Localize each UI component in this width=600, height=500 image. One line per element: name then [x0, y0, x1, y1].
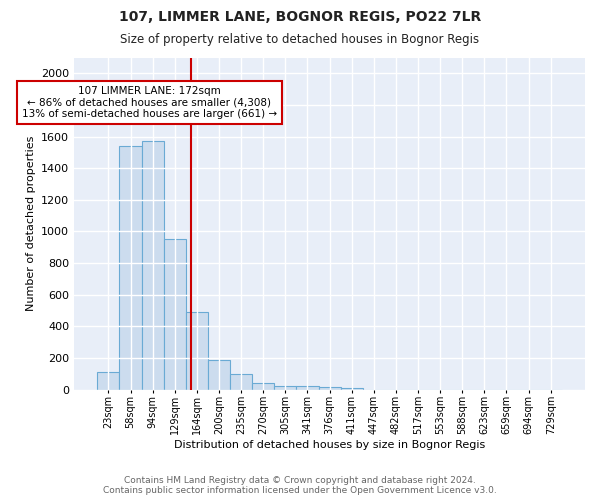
Text: Size of property relative to detached houses in Bognor Regis: Size of property relative to detached ho…: [121, 32, 479, 46]
Text: 107, LIMMER LANE, BOGNOR REGIS, PO22 7LR: 107, LIMMER LANE, BOGNOR REGIS, PO22 7LR: [119, 10, 481, 24]
Bar: [119, 146, 142, 390]
Bar: [97, 372, 119, 390]
Bar: [274, 386, 296, 390]
Bar: [164, 240, 186, 390]
Bar: [296, 386, 319, 390]
Bar: [252, 383, 274, 390]
Bar: [319, 387, 341, 390]
Bar: [341, 388, 363, 390]
Y-axis label: Number of detached properties: Number of detached properties: [26, 136, 35, 311]
Text: 107 LIMMER LANE: 172sqm
← 86% of detached houses are smaller (4,308)
13% of semi: 107 LIMMER LANE: 172sqm ← 86% of detache…: [22, 86, 277, 119]
Bar: [142, 142, 164, 390]
Text: Contains HM Land Registry data © Crown copyright and database right 2024.
Contai: Contains HM Land Registry data © Crown c…: [103, 476, 497, 495]
Bar: [230, 374, 252, 390]
X-axis label: Distribution of detached houses by size in Bognor Regis: Distribution of detached houses by size …: [174, 440, 485, 450]
Bar: [186, 312, 208, 390]
Bar: [208, 360, 230, 390]
